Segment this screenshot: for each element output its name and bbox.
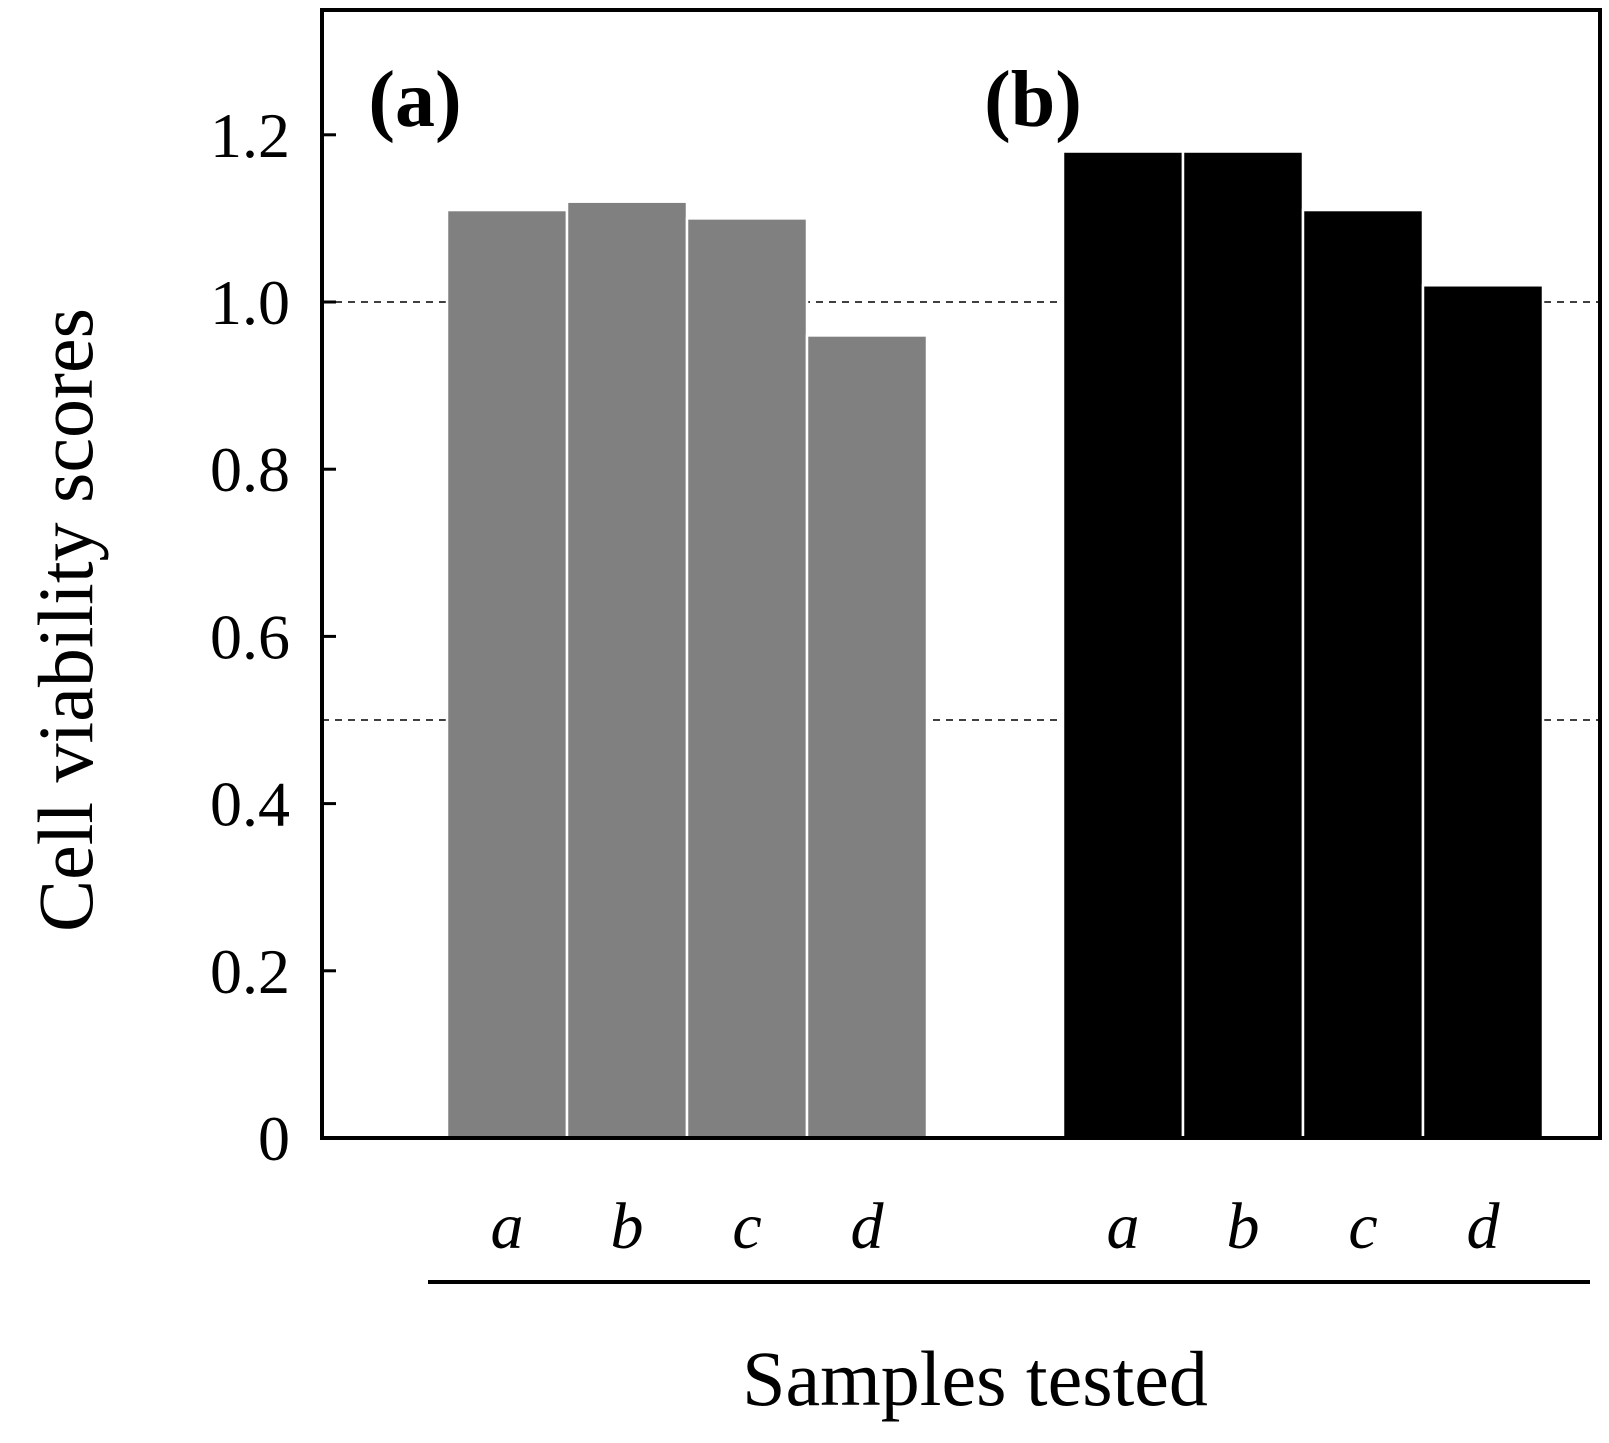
panel-label-1: (b) — [984, 56, 1082, 144]
plot-frame — [320, 8, 1602, 1140]
y-axis: 0 0.2 0.4 0.6 0.8 1.0 1.2 — [210, 100, 336, 1174]
y-tick-label-2: 0.4 — [210, 769, 290, 840]
bar-group-1-b — [1181, 150, 1305, 1140]
bar-group-1-d — [1421, 284, 1545, 1140]
category-label-group-1-b: b — [1227, 1190, 1260, 1263]
category-label-group-0-c: c — [732, 1190, 761, 1263]
category-label-group-0-a: a — [491, 1190, 524, 1263]
category-label-group-1-c: c — [1348, 1190, 1377, 1263]
y-tick-label-4: 0.8 — [210, 434, 290, 505]
bars — [445, 150, 1545, 1140]
y-tick-label-0: 0 — [258, 1103, 290, 1174]
panel-label-0: (a) — [368, 56, 461, 144]
x-axis-title: Samples tested — [742, 1335, 1208, 1422]
category-label-group-1-d: d — [1467, 1190, 1501, 1263]
y-tick-label-1: 0.2 — [210, 936, 290, 1007]
category-label-group-0-d: d — [851, 1190, 885, 1263]
bar-group-0-c — [685, 217, 809, 1140]
bar-group-0-b — [565, 200, 689, 1140]
bar-group-0-d — [805, 334, 929, 1140]
y-tick-label-5: 1.0 — [210, 267, 290, 338]
y-tick-label-6: 1.2 — [210, 100, 290, 171]
bar-group-1-a — [1061, 150, 1185, 1140]
bar-group-0-a — [445, 208, 569, 1140]
y-axis-title: Cell viability scores — [22, 308, 109, 932]
bar-group-1-c — [1301, 208, 1425, 1140]
y-tick-label-3: 0.6 — [210, 601, 290, 672]
category-label-group-1-a: a — [1107, 1190, 1140, 1263]
panel-labels: (a) (b) — [368, 56, 1082, 144]
category-label-group-0-b: b — [611, 1190, 644, 1263]
